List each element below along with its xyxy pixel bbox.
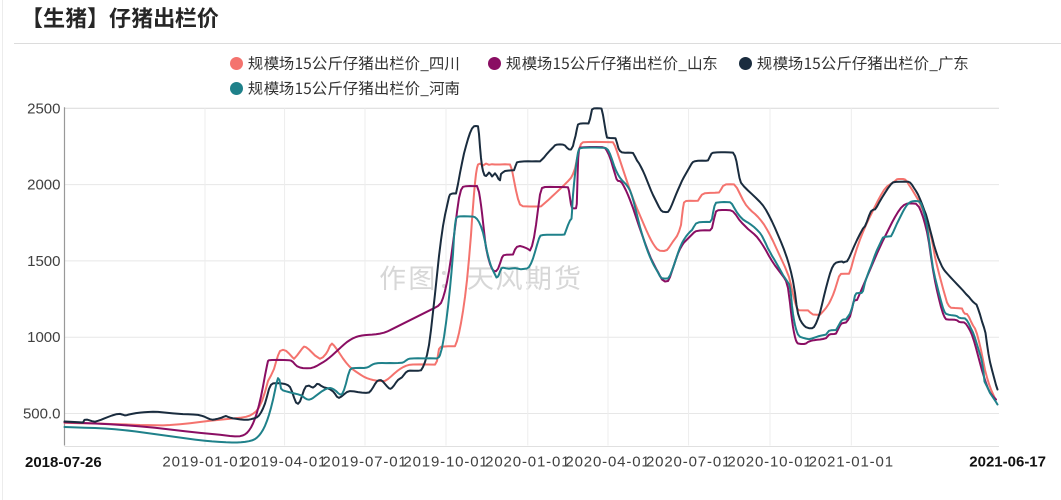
svg-text:2020-04-01: 2020-04-01 (565, 454, 650, 471)
svg-text:2000: 2000 (27, 177, 60, 194)
svg-text:2021-01-01: 2021-01-01 (809, 454, 894, 471)
svg-text:1500: 1500 (27, 253, 60, 270)
svg-text:2020-01-01: 2020-01-01 (485, 454, 570, 471)
svg-text:2500: 2500 (27, 100, 60, 117)
svg-text:2020-10-01: 2020-10-01 (727, 454, 812, 471)
svg-text:500.0: 500.0 (23, 406, 61, 423)
svg-text:1000: 1000 (27, 329, 60, 346)
svg-text:2020-07-01: 2020-07-01 (646, 454, 731, 471)
svg-text:2021-06-17: 2021-06-17 (969, 454, 1046, 471)
svg-text:2019-07-01: 2019-07-01 (322, 454, 407, 471)
svg-text:2019-04-01: 2019-04-01 (242, 454, 327, 471)
svg-text:2019-01-01: 2019-01-01 (162, 454, 247, 471)
svg-text:2019-10-01: 2019-10-01 (403, 454, 488, 471)
svg-text:2018-07-26: 2018-07-26 (25, 454, 102, 471)
